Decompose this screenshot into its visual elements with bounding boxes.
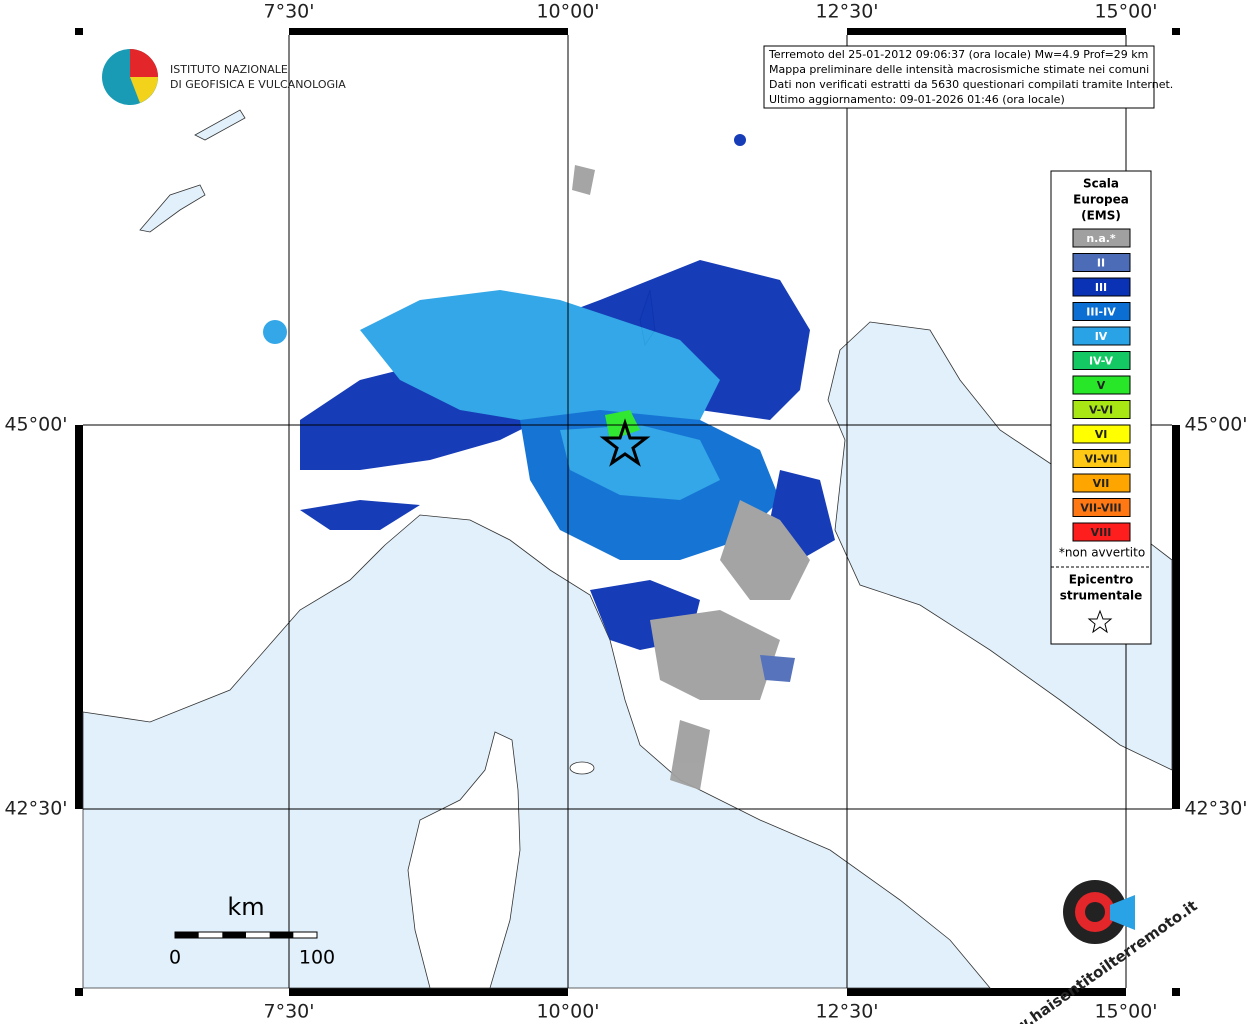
legend-label: IV [1095, 330, 1108, 343]
legend-label: II [1097, 257, 1105, 270]
island [569, 761, 595, 775]
scale-label: 100 [299, 947, 335, 969]
sea [827, 321, 1173, 771]
legend-label: III-IV [1086, 306, 1116, 319]
scale-segment [175, 932, 199, 938]
frame-segment [568, 988, 847, 996]
legend-swatch [1072, 351, 1131, 370]
frame-segment [83, 28, 289, 35]
latitude-label: 42°30' [1184, 798, 1247, 820]
watermark-logo [1085, 902, 1105, 922]
municipality [560, 425, 720, 500]
longitude-label: 10°00' [536, 1001, 599, 1023]
ingv-logo [130, 49, 158, 77]
legend-title: Scala [1083, 177, 1119, 191]
legend-label: VI-VII [1084, 453, 1117, 466]
info-line: Terremoto del 25-01-2012 09:06:37 (ora l… [768, 48, 1148, 61]
info-line: Dati non verificati estratti da 5630 que… [769, 78, 1173, 91]
latitude-label: 42°30' [4, 798, 67, 820]
frame-segment [75, 809, 83, 988]
info-line: Mappa preliminare delle intensità macros… [769, 63, 1149, 76]
municipality [300, 500, 420, 530]
legend-swatch [1072, 522, 1131, 542]
legend-swatch [1072, 449, 1131, 468]
latitude-label: 45°00' [1184, 414, 1247, 436]
epicentre-star [599, 418, 651, 467]
legend-label: V-VI [1089, 404, 1113, 417]
legend-epicentre: strumentale [1060, 589, 1143, 603]
legend-swatch [1072, 424, 1131, 444]
ingv-logo [130, 77, 158, 103]
scale-bar [175, 932, 294, 938]
lake [139, 184, 206, 233]
municipality [720, 500, 810, 600]
logo-text: ISTITUTO NAZIONALE [170, 63, 288, 76]
municipality [734, 134, 746, 146]
frame-segment [1126, 988, 1172, 996]
info-box [763, 45, 1155, 109]
watermark-logo [1110, 895, 1135, 930]
lake [194, 109, 246, 141]
legend-label: VII-VIII [1080, 502, 1121, 515]
legend-note: *non avvertito [1059, 546, 1145, 560]
scale-segment [269, 932, 294, 938]
municipalities [263, 134, 835, 790]
legend-star [1087, 609, 1113, 634]
legend-label: VII [1093, 477, 1110, 490]
legend-label: V [1097, 379, 1106, 392]
frame-ticks [75, 28, 1180, 996]
legend-swatch [1072, 302, 1131, 321]
legend-swatch [1072, 473, 1131, 493]
legend: ScalaEuropea(EMS)n.a.*IIIIIIII-IVIVIV-VV… [1051, 177, 1151, 634]
municipality [670, 720, 710, 790]
municipality [360, 290, 720, 430]
legend-title: (EMS) [1081, 209, 1121, 223]
municipality [263, 320, 287, 344]
longitude-label: 12°30' [815, 1001, 878, 1023]
sea [82, 514, 991, 989]
frame-segment [568, 28, 847, 35]
legend-swatch [1072, 326, 1131, 346]
longitude-label: 12°30' [815, 1, 878, 23]
scale-segment [222, 932, 246, 938]
longitude-label: 7°30' [264, 1, 315, 23]
legend-swatch [1072, 277, 1131, 297]
legend-swatch [1072, 400, 1131, 419]
longitude-label: 7°30' [264, 1001, 315, 1023]
longitude-label: 15°00' [1094, 1001, 1157, 1023]
legend-swatch [1072, 498, 1131, 517]
legend-label: III [1095, 281, 1107, 294]
longitude-label: 15°00' [1094, 1, 1157, 23]
municipality [650, 610, 780, 700]
longitude-label: 10°00' [536, 1, 599, 23]
scale-unit: km [227, 893, 264, 921]
municipality [760, 655, 795, 682]
frame-segment [1126, 28, 1172, 35]
island [407, 731, 521, 989]
frame-segment [1172, 35, 1180, 425]
scale-label: 0 [169, 947, 181, 969]
legend-swatch [1072, 253, 1131, 272]
legend-label: VIII [1091, 526, 1112, 539]
legend-epicentre: Epicentro [1069, 573, 1134, 587]
frame-segment [83, 988, 289, 996]
latitude-label: 45°00' [4, 414, 67, 436]
municipality [572, 165, 595, 195]
legend-label: n.a.* [1086, 232, 1116, 245]
legend-label: VI [1095, 428, 1108, 441]
logo-text: DI GEOFISICA E VULCANOLOGIA [170, 78, 346, 91]
legend-title: Europea [1073, 193, 1129, 207]
legend-swatch [1072, 375, 1131, 395]
info-line: Ultimo aggiornamento: 09-01-2026 01:46 (… [769, 93, 1065, 106]
frame-segment [75, 35, 83, 425]
frame-segment [1172, 809, 1180, 988]
legend-label: IV-V [1089, 355, 1114, 368]
info-text: Terremoto del 25-01-2012 09:06:37 (ora l… [768, 48, 1173, 106]
legend-swatch [1072, 228, 1131, 248]
